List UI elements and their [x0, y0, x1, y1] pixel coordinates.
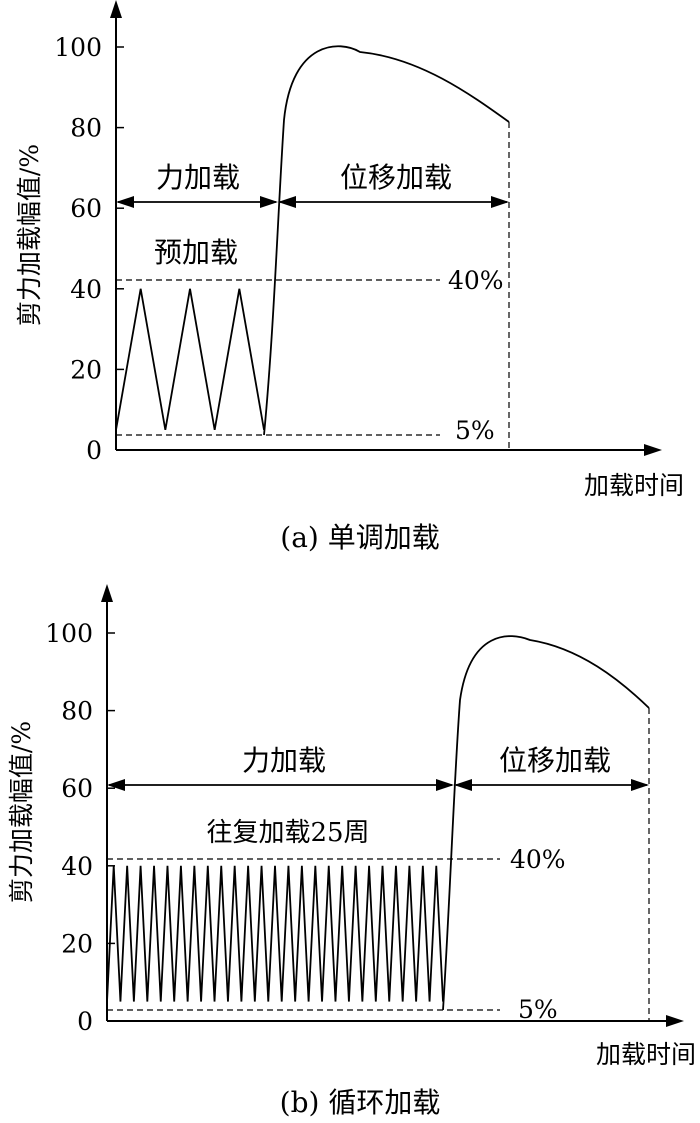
chart-a-ytick-label-20: 20 [70, 355, 102, 384]
chart-a-ytick-label-100: 100 [54, 33, 102, 62]
chart-a-caption: (a) 单调加载 [280, 521, 439, 554]
chart-b-displacement-label: 位移加载 [499, 744, 611, 777]
chart-b-ytick-label-60: 60 [61, 774, 93, 803]
chart-a-force-label: 力加载 [156, 161, 240, 194]
chart-b-displacement-curve [442, 635, 650, 1011]
chart-b-displacement-arrow-right [631, 779, 649, 791]
chart-b-preload-label: 往复加载25周 [206, 818, 369, 848]
chart-a-displacement-arrow-left [278, 196, 296, 208]
chart-a-level-5-label: 5% [455, 416, 495, 445]
chart-b-y-ticks: 0 20 40 60 80 100 [45, 619, 115, 1036]
chart-b-ytick-label-40: 40 [61, 852, 93, 881]
chart-b-ylabel: 剪力加载幅值/% [7, 721, 36, 903]
chart-a-force-arrow-left [116, 196, 134, 208]
chart-b-xlabel: 加载时间 [596, 1040, 696, 1069]
chart-b-y-axis-arrow [101, 584, 113, 602]
chart-a-y-ticks: 0 20 40 60 80 100 [54, 33, 124, 465]
chart-b-x-axis-arrow [666, 1015, 684, 1027]
chart-a-ytick-label-0: 0 [86, 436, 102, 465]
chart-a-ytick-label-40: 40 [70, 275, 102, 304]
chart-b-ytick-label-100: 100 [45, 619, 93, 648]
chart-a-force-arrow-right [260, 196, 278, 208]
chart-a-y-axis-arrow [110, 0, 122, 18]
chart-b-level-5-label: 5% [518, 995, 558, 1024]
chart-a-x-axis-arrow [644, 444, 662, 456]
chart-b-displacement-arrow-left [454, 779, 472, 791]
chart-b-ytick-label-0: 0 [77, 1007, 93, 1036]
chart-a-preload-series [115, 288, 265, 431]
chart-a: 0 20 40 60 80 100 剪力加载幅值/% 加载时间 40% 5% 力加载 位移… [15, 0, 684, 554]
chart-a-ytick-label-80: 80 [70, 114, 102, 143]
chart-a-displacement-arrow-right [491, 196, 509, 208]
chart-b-force-arrow-right [436, 779, 454, 791]
chart-a-preload-label: 预加载 [154, 236, 238, 269]
chart-b-level-40-label: 40% [510, 845, 566, 874]
chart-b-ytick-label-80: 80 [61, 697, 93, 726]
chart-a-displacement-label: 位移加载 [340, 161, 452, 194]
chart-a-ytick-label-60: 60 [70, 194, 102, 223]
chart-b-force-arrow-left [107, 779, 125, 791]
chart-b-cyclic-series [106, 865, 444, 1002]
chart-b-force-label: 力加载 [242, 744, 326, 777]
chart-b-ytick-label-20: 20 [61, 929, 93, 958]
chart-a-level-40-label: 40% [448, 266, 504, 295]
chart-a-xlabel: 加载时间 [584, 471, 684, 500]
chart-b-caption: (b) 循环加载 [280, 1086, 441, 1119]
chart-b: 0 20 40 60 80 100 剪力加载幅值/% 加载时间 40% 5% 力加载 位移… [7, 584, 696, 1119]
chart-a-ylabel: 剪力加载幅值/% [15, 144, 44, 326]
chart-a-displacement-curve [263, 45, 510, 436]
